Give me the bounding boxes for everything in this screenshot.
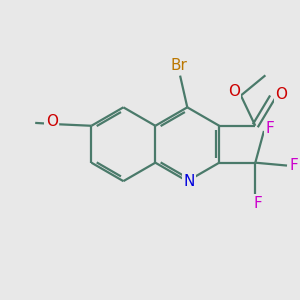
- Text: N: N: [183, 174, 194, 189]
- Text: O: O: [46, 114, 58, 129]
- Text: Br: Br: [170, 58, 187, 73]
- Text: O: O: [275, 87, 287, 102]
- Text: F: F: [290, 158, 298, 173]
- Text: F: F: [254, 196, 262, 211]
- Text: F: F: [265, 121, 274, 136]
- Text: O: O: [228, 84, 240, 99]
